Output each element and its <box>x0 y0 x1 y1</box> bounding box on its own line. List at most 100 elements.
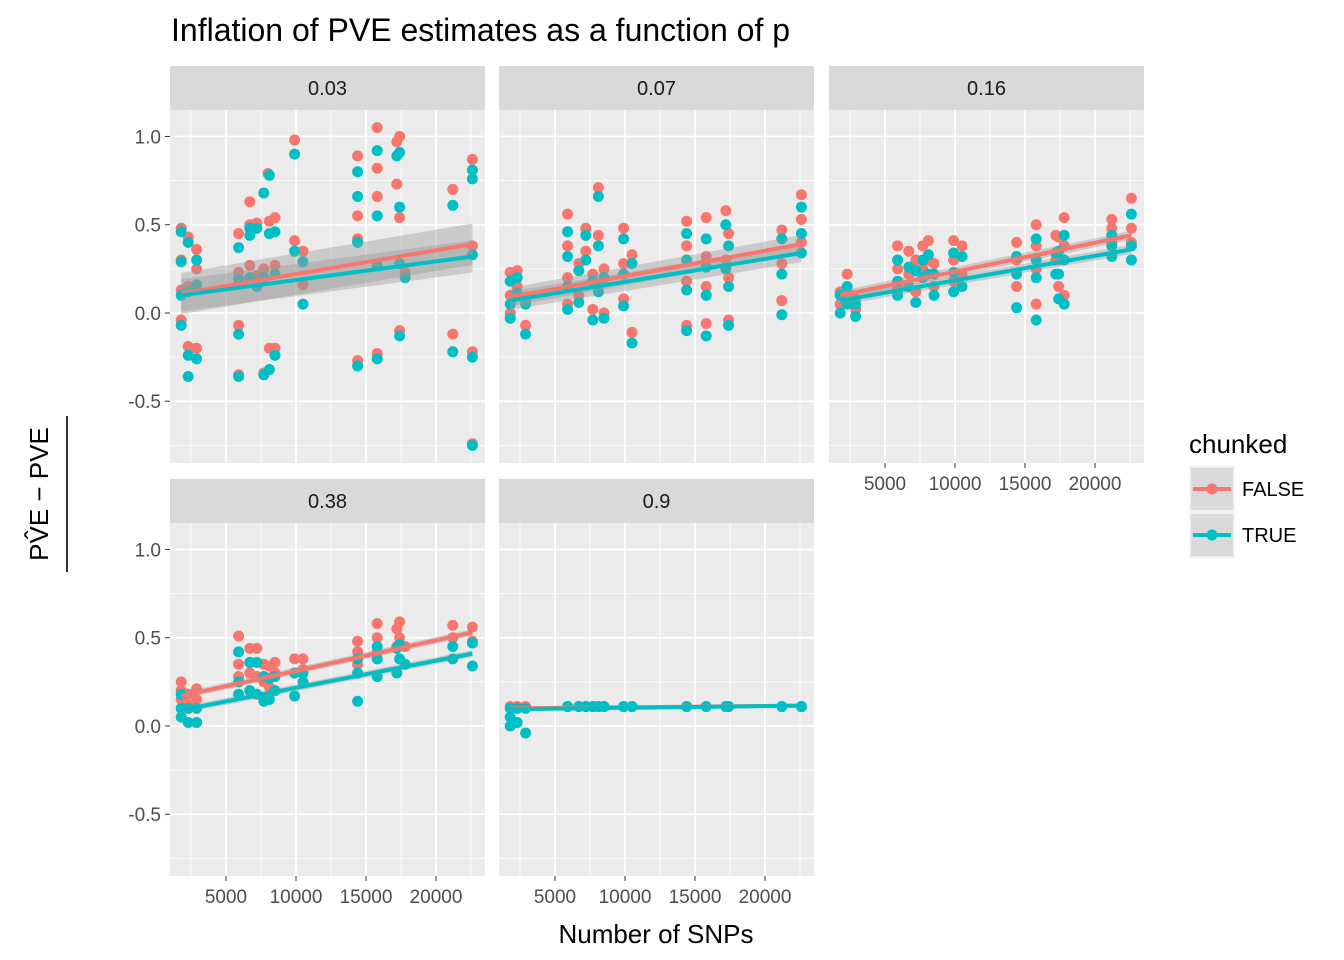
x-axis-tick-label: 15000 <box>669 887 722 908</box>
data-point-false <box>297 279 309 291</box>
data-point-true <box>352 166 364 178</box>
data-point-false <box>175 676 187 688</box>
facet-panel-0.9: 0.9 5000 10000 15000 20000 <box>499 479 814 908</box>
data-point-true <box>191 353 203 365</box>
data-point-true <box>618 300 630 312</box>
data-point-true <box>892 254 904 266</box>
data-point-true <box>447 641 459 653</box>
data-point-true <box>850 311 862 323</box>
fit-line-false <box>509 242 802 300</box>
facet-strip <box>499 479 814 523</box>
facet-panel-0.16: 0.16 5000 10000 15000 20000 <box>829 66 1144 495</box>
legend-label-true: TRUE <box>1242 525 1296 547</box>
data-point-false <box>776 258 788 270</box>
data-point-true <box>573 265 585 277</box>
data-point-true <box>562 250 574 262</box>
data-point-true <box>466 173 478 185</box>
data-point-true <box>776 309 788 321</box>
data-point-false <box>371 618 383 630</box>
fit-line-true <box>510 703 802 712</box>
data-point-false <box>928 258 940 270</box>
data-point-false <box>297 245 309 257</box>
data-point-true <box>520 298 532 310</box>
data-point-false <box>289 134 301 146</box>
data-point-true <box>466 660 478 672</box>
fit-line-false <box>839 233 1132 298</box>
data-point-false <box>903 245 915 257</box>
data-point-true <box>371 653 383 665</box>
data-point-false <box>562 272 574 284</box>
data-point-true <box>289 245 301 257</box>
data-point-false <box>1030 298 1042 310</box>
data-point-true <box>182 349 194 361</box>
data-point-false <box>841 268 853 280</box>
data-point-false <box>592 229 604 241</box>
data-point-false <box>182 341 194 353</box>
data-point-true <box>371 145 383 157</box>
data-point-false <box>447 328 459 340</box>
legend-key-point <box>1206 483 1218 495</box>
data-point-true <box>720 219 732 231</box>
fit-line-true <box>180 254 473 298</box>
legend-key-point <box>1206 529 1218 541</box>
y-axis-title: PV̂E − PVE <box>24 416 68 572</box>
data-point-true <box>352 360 364 372</box>
data-point-false <box>681 240 693 252</box>
data-point-false <box>233 228 245 240</box>
data-point-true <box>562 226 574 238</box>
facet-strip <box>170 66 485 110</box>
data-point-false <box>626 249 638 261</box>
data-point-true <box>580 254 592 266</box>
data-point-false <box>394 212 406 224</box>
data-point-false <box>892 240 904 252</box>
facet-strip-label: 0.16 <box>967 78 1006 100</box>
data-point-true <box>263 363 275 375</box>
fit-line-true <box>839 247 1132 303</box>
data-point-true <box>910 296 922 308</box>
fit-line-false <box>180 242 473 296</box>
x-axis-tick-label: 15000 <box>340 887 393 908</box>
data-point-true <box>948 247 960 259</box>
data-point-true <box>850 298 862 310</box>
data-point-false <box>720 205 732 217</box>
data-point-true <box>466 351 478 363</box>
fit-line-true <box>509 250 802 303</box>
data-point-true <box>352 695 364 707</box>
data-point-true <box>466 164 478 176</box>
data-point-false <box>466 153 478 165</box>
data-point-true <box>681 228 693 240</box>
x-axis-tick-label: 10000 <box>599 887 652 908</box>
data-point-false <box>580 245 592 257</box>
data-point-true <box>371 641 383 653</box>
data-point-true <box>504 312 516 324</box>
data-point-true <box>520 727 532 739</box>
data-point-true <box>371 353 383 365</box>
data-point-true <box>447 346 459 358</box>
data-point-false <box>258 263 270 275</box>
data-point-false <box>922 235 934 247</box>
data-point-false <box>948 235 960 247</box>
data-point-true <box>1058 229 1070 241</box>
x-axis-tick-label: 5000 <box>534 887 576 908</box>
data-point-false <box>191 694 203 705</box>
data-point-false <box>562 240 574 252</box>
data-point-false <box>956 240 968 252</box>
data-point-true <box>466 637 478 649</box>
data-point-true <box>447 199 459 211</box>
data-point-true <box>511 272 523 284</box>
data-point-false <box>352 210 364 222</box>
data-point-true <box>233 371 245 383</box>
data-point-true <box>723 240 735 252</box>
data-point-false <box>371 632 383 644</box>
data-point-true <box>191 716 203 728</box>
y-axis-tick-label: 0.0 <box>135 304 161 325</box>
data-point-true <box>587 314 599 326</box>
data-point-true <box>233 646 245 658</box>
data-point-true <box>580 229 592 241</box>
data-point-true <box>251 656 263 668</box>
facet-panel-0.03: 0.03 -0.5 0.0 0.5 1.0 <box>128 66 485 463</box>
data-point-true <box>244 229 256 241</box>
data-point-true <box>251 222 263 234</box>
data-point-true <box>399 272 411 284</box>
data-point-true <box>1125 208 1137 220</box>
